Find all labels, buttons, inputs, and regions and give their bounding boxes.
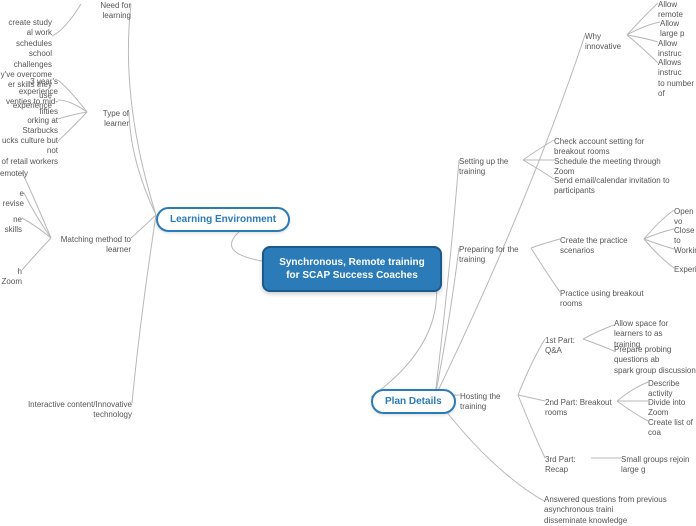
node-close-to[interactable]: Close to <box>674 226 696 247</box>
node-allow-large-p[interactable]: Allow large p <box>660 19 696 40</box>
node-interactive[interactable]: Interactive content/Innovative technolog… <box>12 400 132 421</box>
node-check-account[interactable]: Check account setting for breakout rooms <box>554 137 674 158</box>
node-hosting[interactable]: Hosting the training <box>460 392 518 413</box>
node-first-part[interactable]: 1st Part: Q&A <box>545 336 583 357</box>
node-open-vo[interactable]: Open vo <box>674 207 696 228</box>
node-allow-remote[interactable]: Allow remote <box>658 0 696 21</box>
node-create-list[interactable]: Create list of coa <box>648 418 696 439</box>
node-three-years[interactable]: 3 year's experience <box>0 77 58 98</box>
node-need-for-learning[interactable]: Need for learning <box>81 1 131 22</box>
node-describe[interactable]: Describe activity <box>648 379 696 400</box>
node-allows-instruc2[interactable]: Allows instruc to number of <box>658 58 696 100</box>
node-second-part[interactable]: 2nd Part: Breakout rooms <box>545 398 617 419</box>
node-preparing[interactable]: Preparing for the training <box>459 245 531 266</box>
node-setting-up[interactable]: Setting up the training <box>459 157 523 178</box>
node-culture[interactable]: ucks culture but not of retail workers <box>0 136 58 167</box>
node-h-zoom[interactable]: h Zoom <box>0 267 22 288</box>
node-prepare-probing[interactable]: Prepare probing questions ab spark group… <box>614 345 696 376</box>
node-emotely[interactable]: emotely <box>0 169 22 179</box>
node-matching-method[interactable]: Matching method to learner <box>51 235 131 256</box>
node-starbucks[interactable]: orking at Starbucks <box>0 116 58 137</box>
node-twenties[interactable]: venties to mid-fifties <box>0 97 58 118</box>
node-ne-skills[interactable]: ne skills <box>0 215 22 236</box>
node-type-of-learner[interactable]: Type of learner <box>87 109 129 130</box>
node-allow-instruc[interactable]: Allow instruc <box>658 39 696 60</box>
node-practice-breakout[interactable]: Practice using breakout rooms <box>560 289 646 310</box>
node-experien[interactable]: Experien <box>674 265 696 275</box>
branch-learning-environment[interactable]: Learning Environment <box>156 207 290 232</box>
node-schedule[interactable]: Schedule the meeting through Zoom <box>554 157 664 178</box>
node-why-innovative[interactable]: Why innovative <box>585 32 627 53</box>
node-send-email[interactable]: Send email/calendar invitation to partic… <box>554 176 684 197</box>
node-answered[interactable]: Answered questions from previous asynchr… <box>544 495 696 526</box>
node-working[interactable]: Working <box>674 246 696 256</box>
node-create-practice[interactable]: Create the practice scenarios <box>560 236 644 257</box>
node-divide[interactable]: Divide into Zoom <box>648 398 696 419</box>
root-node[interactable]: Synchronous, Remote training for SCAP Su… <box>262 246 442 292</box>
node-small-groups[interactable]: Small groups rejoin large g <box>621 455 696 476</box>
node-third-part[interactable]: 3rd Part: Recap <box>545 455 591 476</box>
branch-plan-details[interactable]: Plan Details <box>371 389 456 414</box>
